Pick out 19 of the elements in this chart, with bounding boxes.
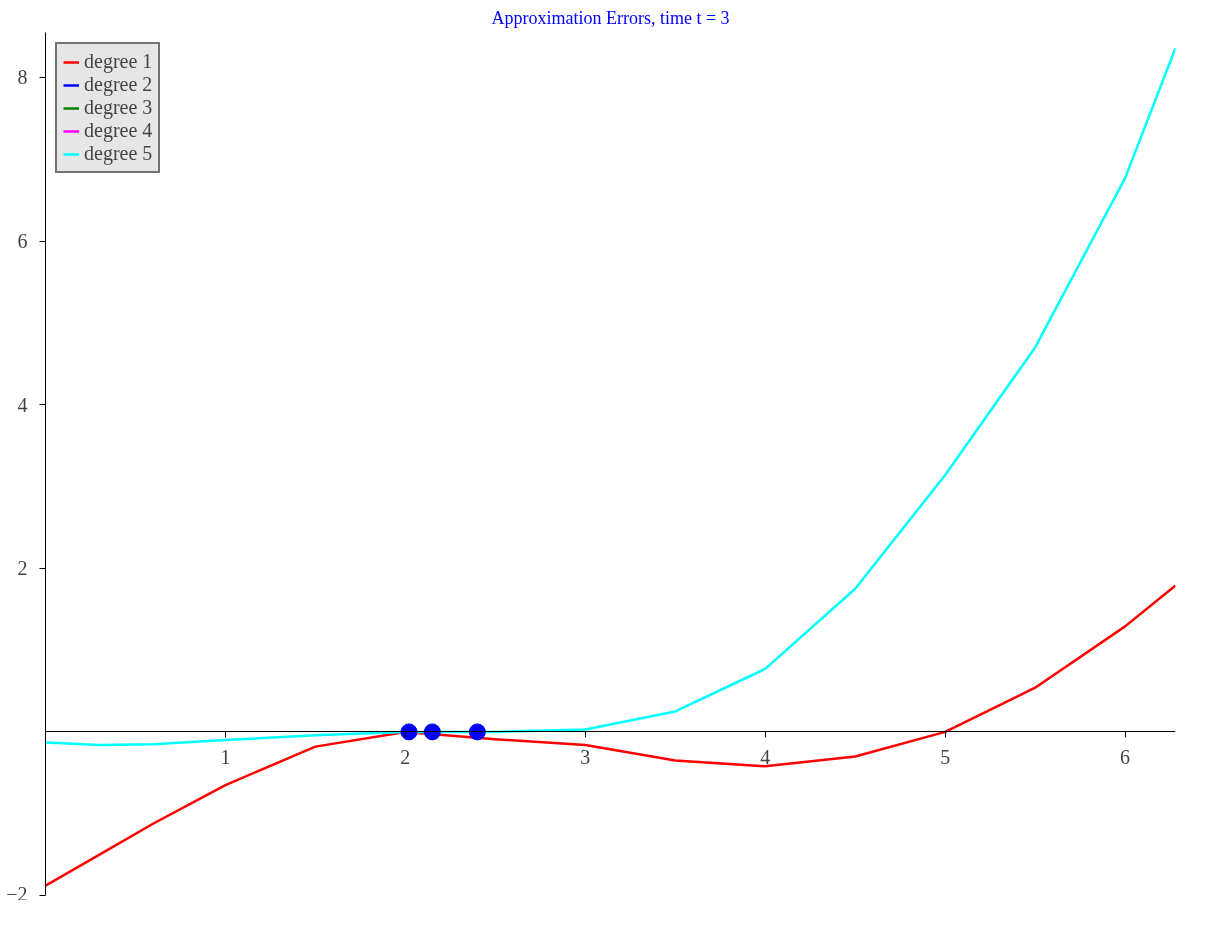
y-tick-label: 2 <box>17 557 28 580</box>
legend-label: degree 4 <box>84 119 153 142</box>
legend-label: degree 3 <box>84 96 153 119</box>
x-tick-label: 3 <box>580 745 591 768</box>
chart-title: Approximation Errors, time t = 3 <box>491 7 730 28</box>
x-tick-label: 5 <box>940 745 951 768</box>
legend-label: degree 2 <box>84 73 153 96</box>
y-tick-label: 8 <box>17 66 28 89</box>
line-series <box>45 584 1176 887</box>
y-tick-label: −2 <box>6 882 28 905</box>
x-tick-label: 2 <box>400 745 411 768</box>
x-tick-label: 1 <box>220 745 231 768</box>
y-tick-label: 6 <box>17 230 28 253</box>
line-series <box>45 46 1176 747</box>
legend-label: degree 5 <box>84 142 153 165</box>
legend-label: degree 1 <box>84 50 153 73</box>
y-tick-label: 4 <box>17 393 28 416</box>
x-tick-label: 6 <box>1120 745 1131 768</box>
x-tick-label: 4 <box>760 745 771 768</box>
